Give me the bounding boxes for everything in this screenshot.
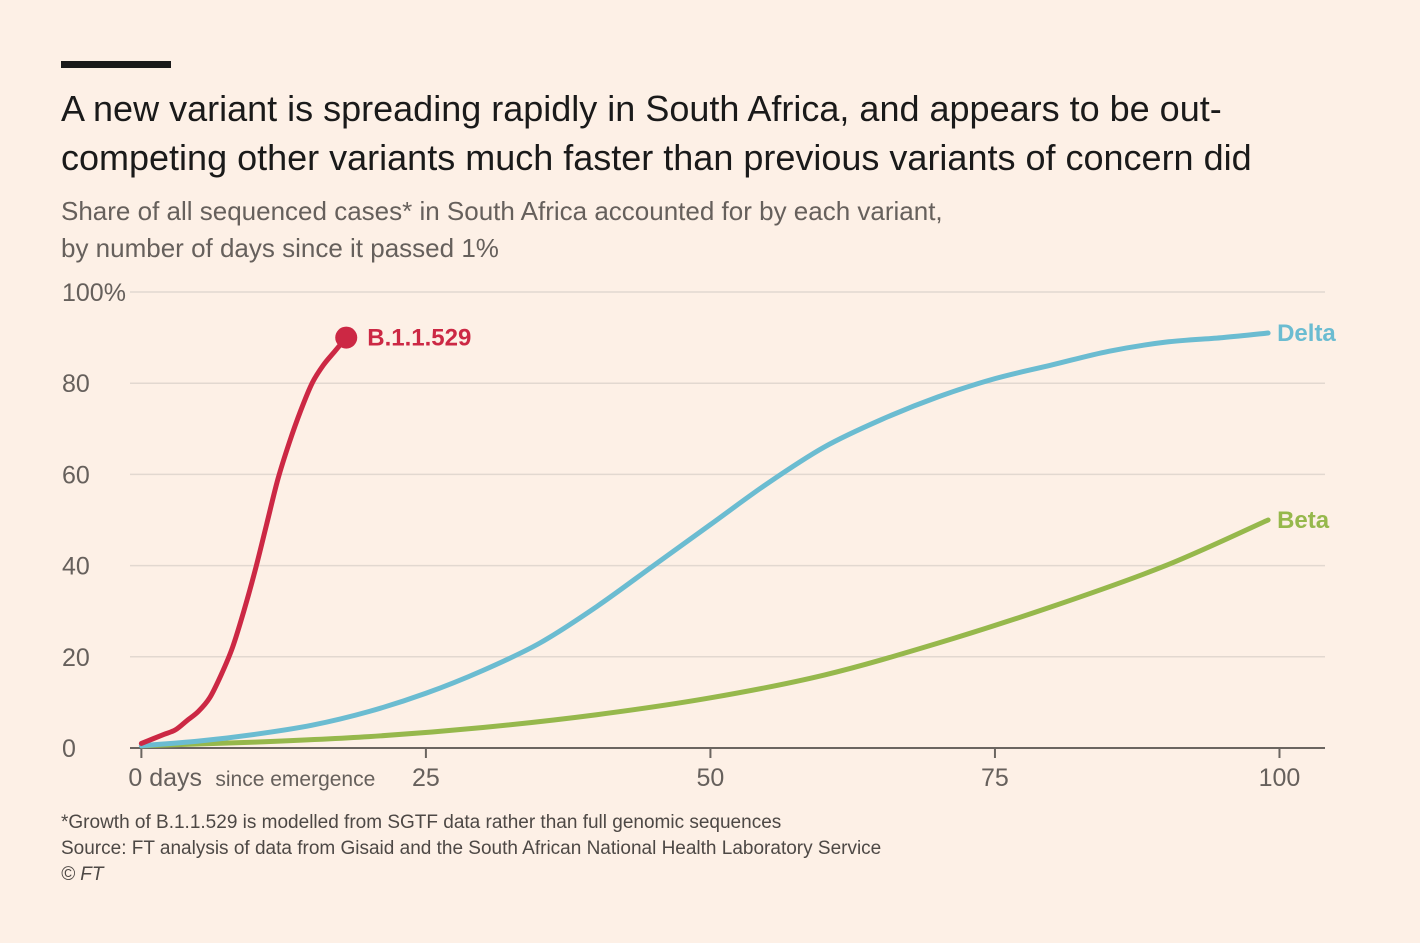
chart-footnotes: *Growth of B.1.1.529 is modelled from SG… xyxy=(61,810,881,888)
y-tick-label: 100% xyxy=(62,279,126,307)
series-line-b-1-1-529 xyxy=(138,335,349,746)
series-label-delta: Delta xyxy=(1277,320,1336,347)
y-tick-label: 20 xyxy=(62,644,90,672)
y-tick-label: 60 xyxy=(62,461,90,489)
series-line-delta xyxy=(138,330,1271,749)
x-axis-title: since emergence xyxy=(215,768,375,791)
chart-subtitle-line-2: by number of days since it passed 1% xyxy=(61,233,499,263)
y-tick-label: 0 xyxy=(62,735,76,763)
chart-subtitle: Share of all sequenced cases* in South A… xyxy=(61,193,943,267)
x-tick-label: 0 days xyxy=(128,764,202,792)
header-rule xyxy=(61,61,171,68)
x-tick-label: 75 xyxy=(981,764,1009,792)
chart-title-line-2: competing other variants much faster tha… xyxy=(61,137,1252,178)
footnote-source: Source: FT analysis of data from Gisaid … xyxy=(61,838,882,859)
series-label-beta: Beta xyxy=(1277,507,1330,534)
series-end-marker-b-1-1-529 xyxy=(335,326,358,349)
series-line-beta xyxy=(138,517,1271,749)
footnote-note: *Growth of B.1.1.529 is modelled from SG… xyxy=(61,812,782,833)
series-label-b-1-1-529: B.1.1.529 xyxy=(367,325,471,352)
y-tick-label: 40 xyxy=(62,553,90,581)
x-tick-label: 25 xyxy=(412,764,440,792)
chart-title-line-1: A new variant is spreading rapidly in So… xyxy=(61,88,1222,129)
x-tick-label: 50 xyxy=(697,764,725,792)
chart-title: A new variant is spreading rapidly in So… xyxy=(61,84,1381,182)
chart-subtitle-line-1: Share of all sequenced cases* in South A… xyxy=(61,196,943,226)
x-tick-label: 100 xyxy=(1259,764,1301,792)
footnote-copyright: © FT xyxy=(61,864,104,885)
y-tick-label: 80 xyxy=(62,370,90,398)
